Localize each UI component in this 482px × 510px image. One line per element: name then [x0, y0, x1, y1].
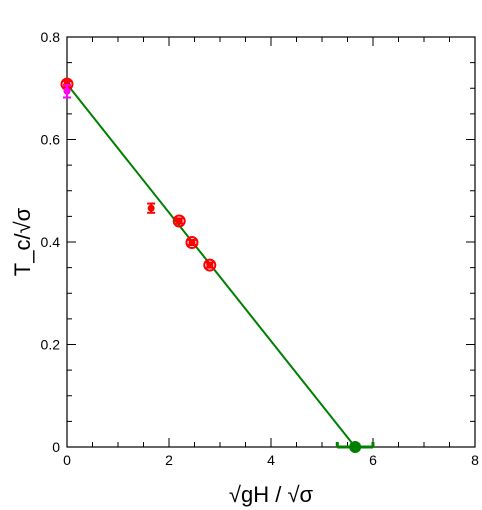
x-tick-label: 0 [63, 452, 71, 468]
y-tick-label: 0.2 [41, 337, 61, 353]
x-tick-label: 6 [369, 452, 377, 468]
y-tick-label: 0.8 [41, 29, 61, 45]
data-point [64, 88, 71, 95]
data-point [188, 239, 195, 246]
x-tick-label: 4 [267, 452, 275, 468]
data-point [148, 205, 155, 212]
x-axis-title: √gH / √σ [229, 482, 314, 507]
axis-ticks [67, 37, 475, 447]
plot-frame [67, 37, 475, 447]
y-axis-title: T_c/√σ [10, 207, 35, 276]
data-point [349, 441, 361, 453]
data-point [206, 262, 213, 269]
y-tick-label: 0.4 [41, 234, 61, 250]
data-point [176, 217, 183, 224]
y-tick-label: 0 [52, 439, 60, 455]
x-tick-label: 2 [165, 452, 173, 468]
tick-labels: 0 2 4 6 8 0 0.2 0.4 0.6 0.8 [41, 29, 480, 468]
x-tick-label: 8 [471, 452, 479, 468]
chart-marks [62, 79, 374, 453]
y-tick-label: 0.6 [41, 132, 61, 148]
